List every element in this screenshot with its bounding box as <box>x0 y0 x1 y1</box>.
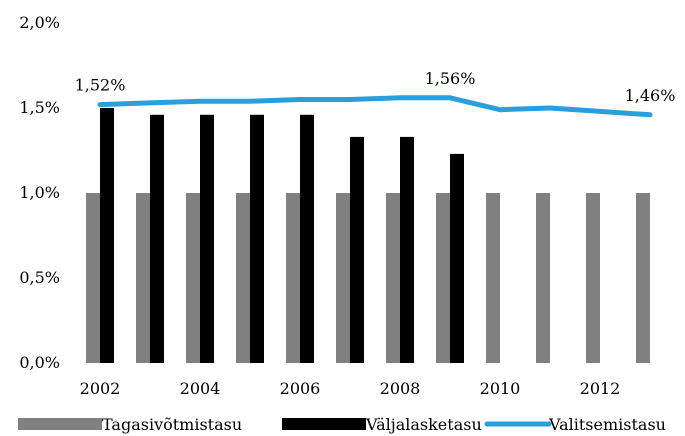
bar-valjalasketasu <box>350 136 364 363</box>
bar-tagasivotmistasu <box>536 193 550 363</box>
x-axis-ticks: 2002 2004 2006 2008 2010 2012 <box>80 379 621 398</box>
y-tick-label: 2,0% <box>19 13 60 32</box>
bar-valjalasketasu <box>150 114 164 363</box>
y-tick-label: 1,0% <box>19 183 60 202</box>
x-tick-label: 2006 <box>280 379 321 398</box>
bar-tagasivotmistasu <box>486 193 500 363</box>
data-label: 1,56% <box>425 69 476 88</box>
series-lines <box>97 95 653 118</box>
bar-valjalasketasu <box>100 108 114 363</box>
bar-tagasivotmistasu <box>586 193 600 363</box>
bar-valjalasketasu <box>200 114 214 363</box>
line-valitsemistasu <box>97 95 653 118</box>
bar-tagasivotmistasu <box>136 193 150 363</box>
bar-valjalasketasu <box>300 114 314 363</box>
bar-tagasivotmistasu <box>436 193 450 363</box>
bar-valjalasketasu <box>250 114 264 363</box>
bar-tagasivotmistasu <box>636 193 650 363</box>
bar-tagasivotmistasu <box>236 193 250 363</box>
bar-valjalasketasu <box>450 153 464 363</box>
bar-tagasivotmistasu <box>286 193 300 363</box>
bar-valjalasketasu <box>400 136 414 363</box>
data-label: 1,52% <box>75 76 126 95</box>
bars <box>86 108 650 363</box>
legend-valitsemistasu-label: Valitsemistasu <box>548 415 666 434</box>
y-tick-label: 0,5% <box>19 268 60 287</box>
y-tick-label: 0,0% <box>19 353 60 372</box>
x-tick-label: 2012 <box>580 379 621 398</box>
x-tick-label: 2008 <box>380 379 421 398</box>
bar-tagasivotmistasu <box>186 193 200 363</box>
legend-tagasivotmistasu-swatch <box>18 418 102 430</box>
bar-tagasivotmistasu <box>386 193 400 363</box>
x-tick-label: 2002 <box>80 379 121 398</box>
y-tick-label: 1,5% <box>19 98 60 117</box>
bar-tagasivotmistasu <box>336 193 350 363</box>
data-label: 1,46% <box>625 86 676 105</box>
legend-tagasivotmistasu-label: Tagasivõtmistasu <box>102 415 242 434</box>
x-tick-label: 2004 <box>180 379 221 398</box>
legend-valjalasketasu-label: Väljalasketasu <box>365 415 482 434</box>
y-axis-ticks: 0,0% 0,5% 1,0% 1,5% 2,0% <box>19 13 60 372</box>
bar-tagasivotmistasu <box>86 193 100 363</box>
data-labels: 1,52% 1,56% 1,46% <box>75 69 676 105</box>
legend-valjalasketasu-swatch <box>282 418 366 430</box>
legend: Tagasivõtmistasu Väljalasketasu Valitsemis… <box>18 415 666 434</box>
x-tick-label: 2010 <box>480 379 521 398</box>
